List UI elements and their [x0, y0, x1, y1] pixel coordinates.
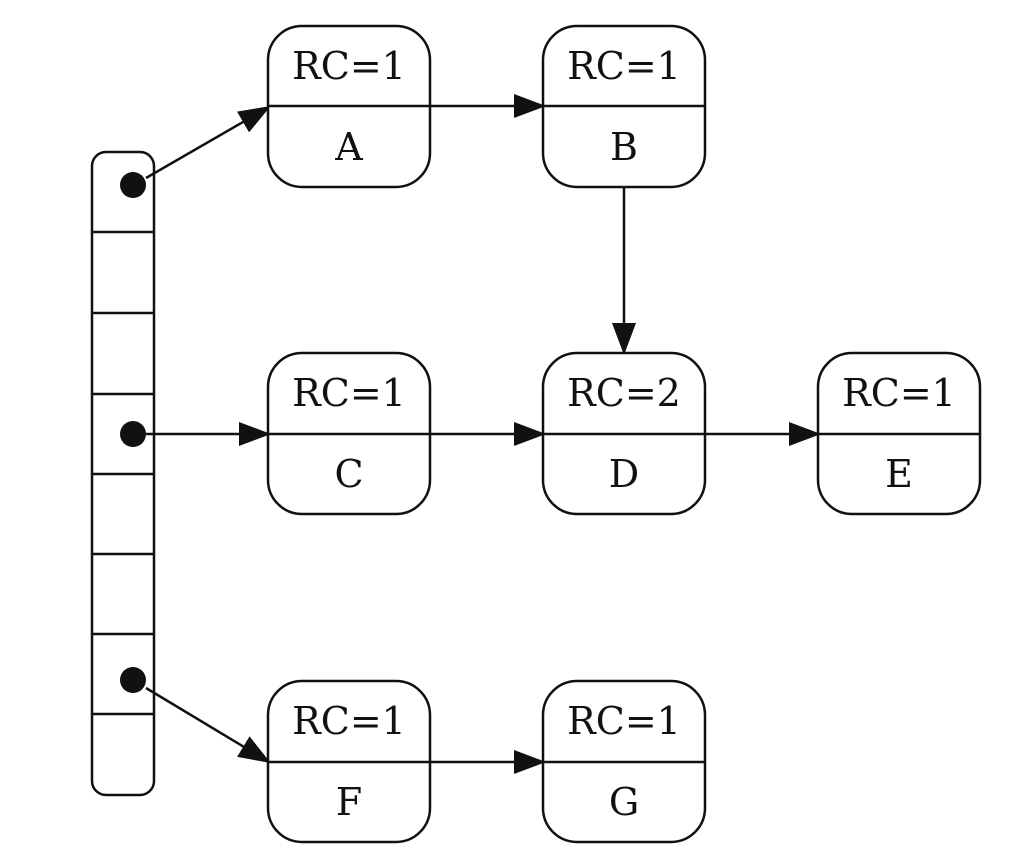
- node-d-rc-label: RC=2: [567, 371, 681, 415]
- node-e-name-label: E: [885, 452, 913, 496]
- node-c: RC=1 C: [266, 351, 432, 516]
- node-f-rc-label: RC=1: [292, 699, 406, 743]
- pointer-dot-slot-0: [120, 172, 146, 198]
- node-c-name-label: C: [334, 452, 363, 496]
- node-g: RC=1 G: [541, 679, 707, 844]
- edge-array-to-f: [145, 686, 271, 764]
- pointer-dot-slot-6: [120, 667, 146, 693]
- node-b: RC=1 B: [541, 24, 707, 189]
- node-g-rc-label: RC=1: [567, 699, 681, 743]
- node-d-name-label: D: [609, 452, 639, 496]
- root-array: [90, 150, 156, 797]
- node-f: RC=1 F: [266, 679, 432, 844]
- node-b-rc-label: RC=1: [567, 44, 681, 88]
- node-g-name-label: G: [609, 780, 639, 824]
- pointer-dot-slot-3: [120, 421, 146, 447]
- edge-array-to-a: [145, 105, 271, 180]
- node-e: RC=1 E: [816, 351, 982, 516]
- node-a-name-label: A: [334, 125, 363, 169]
- node-b-name-label: B: [610, 125, 638, 169]
- node-d: RC=2 D: [541, 351, 707, 516]
- node-f-name-label: F: [336, 780, 362, 824]
- node-c-rc-label: RC=1: [292, 371, 406, 415]
- node-e-rc-label: RC=1: [842, 371, 956, 415]
- node-a: RC=1 A: [266, 24, 432, 189]
- node-a-rc-label: RC=1: [292, 44, 406, 88]
- edges: [145, 94, 821, 774]
